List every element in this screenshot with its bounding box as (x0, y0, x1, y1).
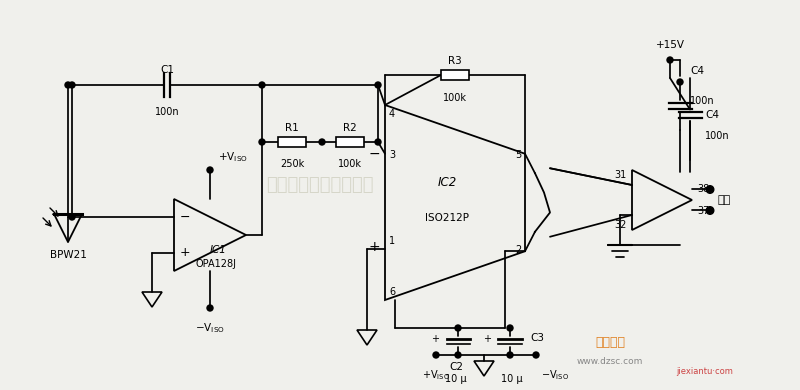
Text: C4: C4 (690, 66, 704, 76)
Text: 10 μ: 10 μ (501, 374, 523, 384)
Bar (441, 70, 469, 80)
Text: +15V: +15V (655, 40, 685, 50)
Text: C3: C3 (530, 333, 544, 343)
Text: C2: C2 (449, 362, 463, 372)
Text: +: + (368, 240, 380, 254)
Circle shape (533, 352, 539, 358)
Text: −: − (180, 211, 190, 224)
Text: 1: 1 (389, 236, 395, 246)
Text: 38: 38 (697, 184, 710, 193)
Text: 250k: 250k (280, 159, 304, 169)
Text: 37: 37 (697, 206, 710, 216)
Circle shape (207, 305, 213, 311)
Circle shape (259, 82, 265, 88)
Text: ISO212P: ISO212P (425, 213, 469, 223)
Text: 100n: 100n (154, 107, 179, 117)
Text: 100n: 100n (705, 131, 730, 141)
Text: +: + (431, 334, 439, 344)
Text: 2: 2 (514, 245, 521, 255)
Circle shape (319, 139, 325, 145)
Text: +: + (483, 334, 491, 344)
Text: 维库一下: 维库一下 (595, 335, 625, 349)
Text: 3: 3 (389, 150, 395, 160)
Text: $-$V$_{\rm ISO}$: $-$V$_{\rm ISO}$ (541, 368, 569, 382)
Text: C4: C4 (705, 110, 719, 120)
Circle shape (455, 352, 461, 358)
Bar (278, 137, 306, 147)
Circle shape (507, 325, 513, 331)
Text: +: + (180, 246, 190, 259)
Circle shape (259, 139, 265, 145)
Text: BPW21: BPW21 (50, 250, 86, 260)
Circle shape (433, 352, 439, 358)
Text: C1: C1 (160, 65, 174, 75)
Text: jiexiantu·com: jiexiantu·com (677, 367, 734, 376)
Circle shape (65, 82, 71, 88)
Text: 5: 5 (514, 150, 521, 160)
Text: IC1: IC1 (210, 245, 226, 255)
Text: 31: 31 (614, 170, 627, 180)
Text: IC2: IC2 (438, 177, 457, 190)
Text: −: − (368, 147, 380, 161)
Circle shape (677, 79, 683, 85)
Circle shape (375, 82, 381, 88)
Text: 32: 32 (614, 220, 627, 230)
Text: $-$V$_{\rm ISO}$: $-$V$_{\rm ISO}$ (195, 321, 225, 335)
Text: R1: R1 (285, 123, 299, 133)
Circle shape (69, 82, 75, 88)
Text: 10 μ: 10 μ (445, 374, 467, 384)
Text: R3: R3 (448, 56, 462, 66)
Circle shape (69, 214, 75, 220)
Circle shape (667, 57, 673, 63)
Text: 100n: 100n (690, 96, 714, 106)
Bar (336, 137, 364, 147)
Text: www.dzsc.com: www.dzsc.com (577, 358, 643, 367)
Circle shape (706, 186, 714, 193)
Circle shape (455, 325, 461, 331)
Circle shape (706, 207, 714, 214)
Text: +V$_{\rm ISO}$: +V$_{\rm ISO}$ (218, 150, 248, 164)
Circle shape (207, 167, 213, 173)
Text: 输出: 输出 (717, 195, 730, 205)
Text: 100k: 100k (338, 159, 362, 169)
Text: +V$_{\rm ISO}$: +V$_{\rm ISO}$ (422, 368, 450, 382)
Text: 4: 4 (389, 109, 395, 119)
Text: 6: 6 (389, 287, 395, 297)
Circle shape (507, 352, 513, 358)
Text: R2: R2 (343, 123, 357, 133)
Text: 100k: 100k (443, 93, 467, 103)
Text: 杭州将睿科技有限公司: 杭州将睿科技有限公司 (266, 176, 374, 194)
Text: OPA128J: OPA128J (195, 259, 237, 269)
Circle shape (375, 139, 381, 145)
